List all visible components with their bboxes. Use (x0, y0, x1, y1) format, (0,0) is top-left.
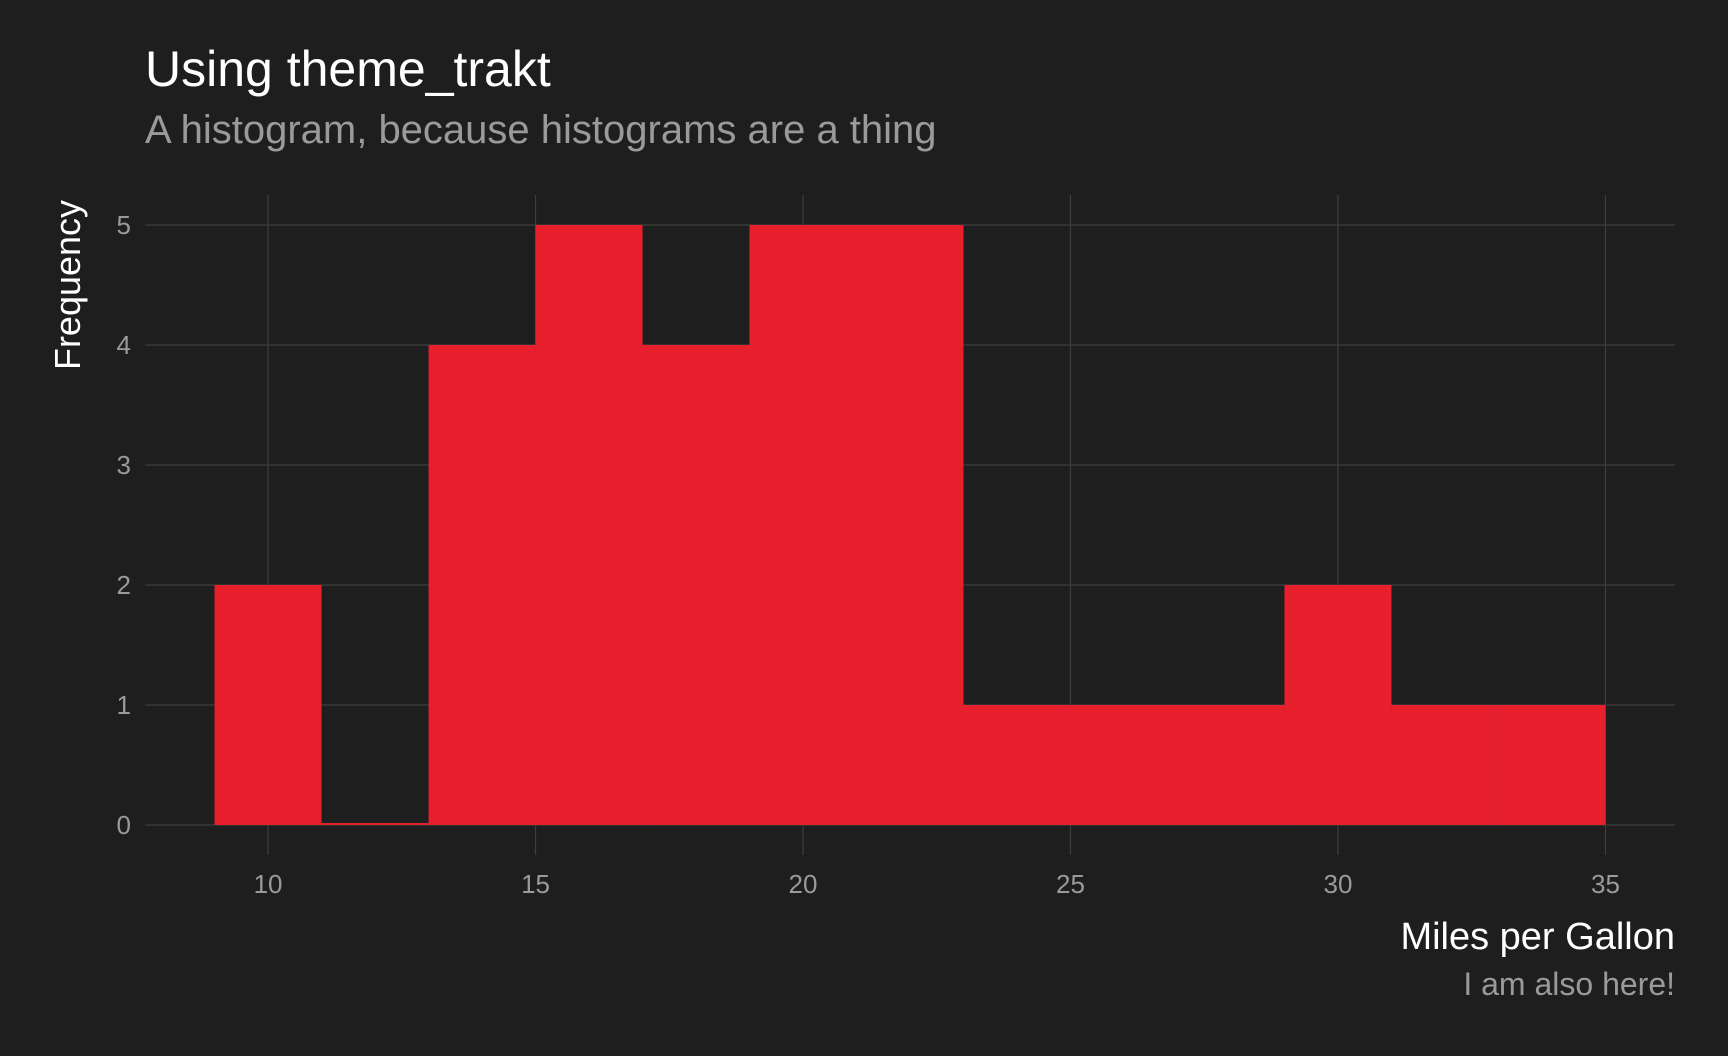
histogram-bar (1498, 705, 1606, 825)
x-tick-label: 20 (789, 869, 818, 899)
x-tick-label: 10 (254, 869, 283, 899)
histogram-bar (856, 225, 964, 825)
histogram-bar (1177, 705, 1285, 825)
histogram-bar (642, 345, 750, 825)
histogram-bar (963, 705, 1071, 825)
y-tick-label: 0 (117, 810, 131, 840)
y-tick-label: 5 (117, 210, 131, 240)
histogram-bar (428, 345, 536, 825)
histogram-bar (321, 823, 429, 825)
y-tick-label: 4 (117, 330, 131, 360)
x-tick-label: 35 (1591, 869, 1620, 899)
x-tick-label: 30 (1324, 869, 1353, 899)
histogram-bar (749, 225, 857, 825)
histogram-bar (1391, 705, 1499, 825)
x-tick-label: 25 (1056, 869, 1085, 899)
histogram-bar (535, 225, 643, 825)
chart-title: Using theme_trakt (145, 41, 551, 97)
y-tick-label: 1 (117, 690, 131, 720)
histogram-bar (214, 585, 322, 825)
y-tick-label: 2 (117, 570, 131, 600)
x-tick-label: 15 (521, 869, 550, 899)
histogram-bar (1284, 585, 1392, 825)
chart-subtitle: A histogram, because histograms are a th… (145, 108, 937, 152)
y-tick-label: 3 (117, 450, 131, 480)
chart-caption: I am also here! (1463, 966, 1675, 1002)
x-axis-label: Miles per Gallon (1400, 916, 1675, 958)
histogram-bar (1070, 705, 1178, 825)
